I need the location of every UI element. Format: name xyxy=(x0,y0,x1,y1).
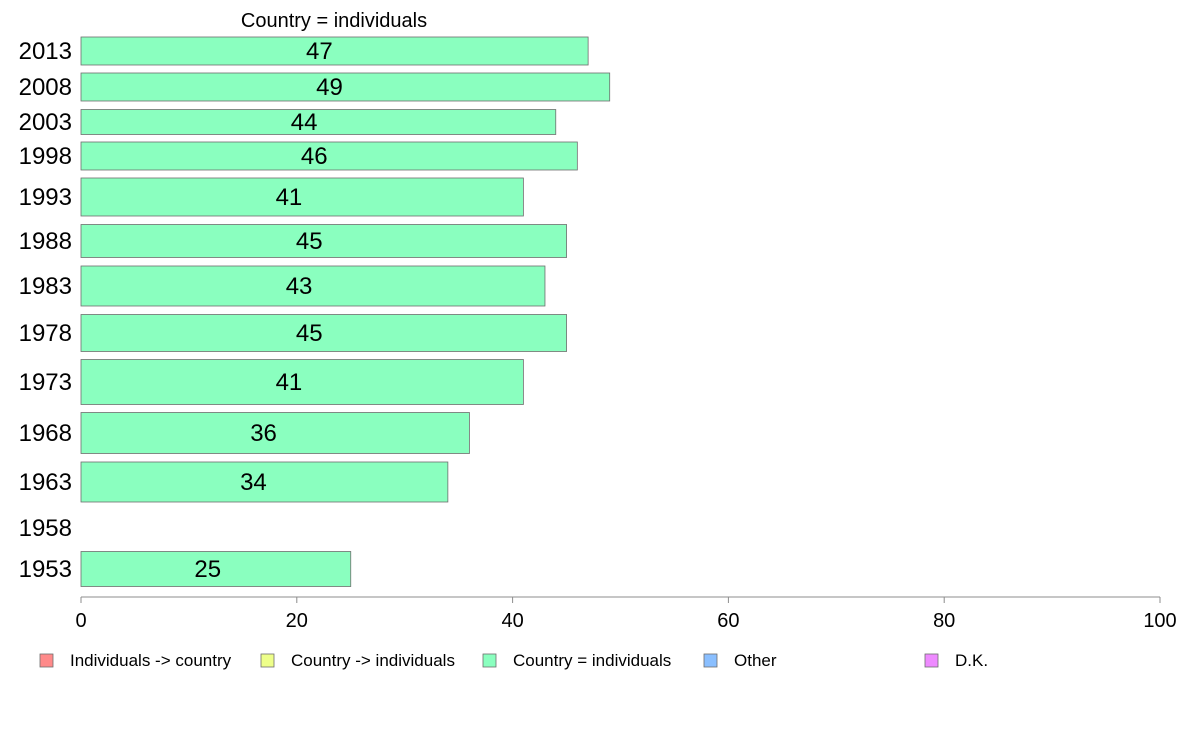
category-label: 1978 xyxy=(19,320,72,347)
bar xyxy=(80,36,589,66)
bar-value-label: 25 xyxy=(194,556,221,583)
x-tick-label: 100 xyxy=(1143,610,1176,632)
legend-swatch xyxy=(482,653,497,668)
x-tick-label: 80 xyxy=(933,610,955,632)
bar xyxy=(80,141,578,171)
legend-swatch xyxy=(924,653,939,668)
category-label: 2003 xyxy=(19,109,72,136)
bar xyxy=(80,224,567,258)
legend-swatch xyxy=(703,653,718,668)
category-labels: 2013 2008 2003 1998 1993 1988 1983 1978 1973 1968… xyxy=(19,38,72,583)
x-tick-label: 40 xyxy=(501,610,523,632)
x-axis: 0 20 40 60 80 100 xyxy=(75,596,1177,632)
category-label: 1968 xyxy=(19,420,72,447)
bar xyxy=(80,109,557,135)
legend: Individuals -> country Country -> individ… xyxy=(39,651,988,670)
bar-value-label: 43 xyxy=(286,273,313,300)
legend-label: Individuals -> country xyxy=(70,651,232,670)
x-tick-label: 60 xyxy=(717,610,739,632)
bar-value-label: 46 xyxy=(301,143,328,170)
legend-swatch xyxy=(260,653,275,668)
category-label: 2008 xyxy=(19,74,72,101)
category-label: 1998 xyxy=(19,143,72,170)
legend-label: Country -> individuals xyxy=(291,651,455,670)
bar xyxy=(80,314,567,352)
bar xyxy=(80,412,470,454)
legend-label: Other xyxy=(734,651,777,670)
bars-group: 47 49 44 46 41 45 43 45 41 36 34 25 xyxy=(80,36,611,587)
x-tick-label: 20 xyxy=(286,610,308,632)
category-label: 1963 xyxy=(19,469,72,496)
bar xyxy=(80,265,546,307)
category-label: 1973 xyxy=(19,369,72,396)
category-label: 1958 xyxy=(19,515,72,542)
bar xyxy=(80,461,449,503)
bar-value-label: 49 xyxy=(316,74,343,101)
legend-label: D.K. xyxy=(955,651,988,670)
category-label: 1953 xyxy=(19,556,72,583)
bar-value-label: 34 xyxy=(240,469,267,496)
chart-title: Country = individuals xyxy=(241,10,427,32)
bar-value-label: 41 xyxy=(276,184,303,211)
bar-value-label: 36 xyxy=(250,420,277,447)
bar xyxy=(80,551,352,587)
bar-value-label: 45 xyxy=(296,320,323,347)
category-label: 1988 xyxy=(19,228,72,255)
category-label: 2013 xyxy=(19,38,72,65)
bar xyxy=(80,359,524,405)
bar xyxy=(80,177,524,217)
bar-value-label: 41 xyxy=(276,369,303,396)
legend-label: Country = individuals xyxy=(513,651,671,670)
legend-swatch xyxy=(39,653,54,668)
bar-value-label: 44 xyxy=(291,109,318,136)
bar-value-label: 45 xyxy=(296,228,323,255)
x-tick-label: 0 xyxy=(75,610,86,632)
category-label: 1993 xyxy=(19,184,72,211)
bar xyxy=(80,72,611,102)
bar-value-label: 47 xyxy=(306,38,333,65)
category-label: 1983 xyxy=(19,273,72,300)
